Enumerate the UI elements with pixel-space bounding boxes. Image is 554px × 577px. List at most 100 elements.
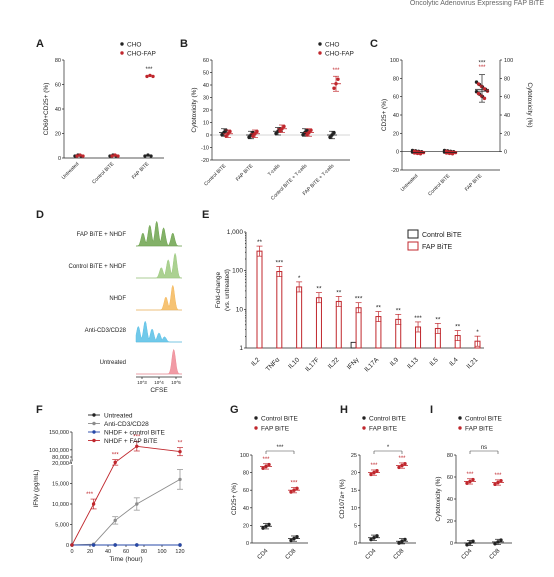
panel-b-point — [309, 128, 313, 132]
panel-e-bar-fap — [296, 286, 303, 349]
panel-c-point — [476, 91, 481, 96]
panel-label-h: H — [340, 404, 348, 416]
panel-e-xtick-label: IL17F — [304, 356, 321, 373]
panel-d-histogram-2 — [136, 252, 183, 279]
panel-e-ylabel-sub: (vs. untreated) — [224, 269, 231, 311]
panel-h-point — [375, 534, 379, 538]
panel-h-ytick-label: 5 — [354, 523, 357, 529]
panel-g-ytick-label: 60 — [243, 488, 249, 494]
panel-a-point — [143, 154, 147, 158]
panel-a-point — [146, 153, 150, 157]
panel-f-xlabel: Time (hour) — [109, 556, 142, 563]
panel-a-point — [151, 74, 155, 79]
panel-f-xtick-label: 80 — [141, 549, 147, 555]
panel-b-point — [220, 133, 224, 137]
panel-i-point — [493, 482, 497, 487]
panel-a-point — [81, 154, 85, 158]
panel-b-ytick-label: 40 — [203, 83, 209, 89]
panel-h-xtick-label: CD8 — [393, 548, 406, 561]
panel-a-ytick-label: 60 — [55, 83, 61, 89]
panel-d-histogram-3 — [136, 284, 182, 311]
panel-h-comparison-significance: * — [387, 445, 390, 451]
panel-i-point — [465, 543, 469, 547]
panel-g-point — [264, 524, 268, 528]
panel-h-point — [369, 537, 373, 542]
panel-i-point — [468, 541, 472, 545]
header-text: Oncolytic Adenovirus Expressing FAP BiTE — [409, 0, 544, 7]
panel-e-significance: *** — [414, 315, 422, 322]
panel-d-xtick-label: 10^4 — [154, 380, 164, 385]
panel-f-legend-label: Untreated — [104, 413, 133, 420]
panel-f-ytick-label: 0 — [66, 543, 69, 549]
panel-e-significance: ** — [435, 316, 441, 323]
panel-h-legend-label: Control BiTE — [369, 416, 407, 423]
panel-h-legend-label: FAP BiTE — [369, 426, 398, 433]
panel-g-xtick-label: CD4 — [257, 548, 270, 561]
panel-i-ylabel: Cytotoxicity (%) — [435, 476, 442, 521]
panel-f-xtick-label: 40 — [105, 549, 111, 555]
panel-h-point — [403, 537, 407, 542]
panel-g-ytick-label: 80 — [243, 471, 249, 477]
panel-i-legend-marker — [458, 416, 462, 420]
panel-c-xtick-label: FAP BiTE — [464, 173, 484, 193]
panel-e-legend-marker-control — [407, 229, 419, 239]
panel-b-point — [226, 132, 230, 136]
panel-c-ytick-label: 40 — [393, 113, 399, 119]
panel-b-ytick-label: -10 — [201, 146, 209, 152]
panel-b-point — [332, 86, 336, 90]
panel-c-y2tick-label: 40 — [504, 113, 510, 119]
panel-e-xtick-label: IL22 — [327, 356, 341, 370]
panel-f-point — [135, 444, 139, 448]
panel-i-point — [496, 540, 500, 544]
panel-a-xtick-label: Untreated — [61, 161, 81, 181]
panel-c-y2tick-label: 100 — [504, 58, 513, 64]
panel-h-ytick-label: 10 — [351, 506, 357, 512]
panel-b-ylabel: Cytotoxicity (%) — [191, 87, 198, 132]
panel-b-point — [332, 131, 336, 135]
panel-f-legend-label: NHDF + FAP BiTE — [104, 438, 158, 445]
panel-e-xtick-label: IL13 — [406, 356, 420, 370]
panel-b-point — [278, 129, 282, 133]
panel-c-ytick-label: -20 — [391, 168, 399, 174]
panel-c-ylabel: CD25+ (%) — [381, 99, 388, 131]
panel-h-xtick-label: CD4 — [365, 548, 378, 561]
panel-a-ylabel: CD69+CD25+ (%) — [43, 83, 50, 136]
panel-i-point — [496, 480, 500, 485]
panel-g-legend-marker — [254, 426, 258, 430]
panel-e-significance: ** — [396, 307, 402, 314]
panel-b-point — [253, 132, 257, 136]
panel-f-point — [113, 518, 117, 523]
panel-a-point — [149, 154, 153, 158]
panel-f-legend-marker — [92, 430, 96, 434]
panel-e-bar-fap — [355, 307, 362, 349]
panel-e-xtick-label: IL9 — [389, 356, 401, 368]
panel-c-point — [479, 84, 484, 89]
panel-a-legend-label: CHO-FAP — [127, 51, 156, 58]
panel-i-ytick-label: 60 — [447, 475, 453, 481]
panel-d-histogram-4 — [135, 320, 182, 343]
panel-e-xtick-label: IL17A — [363, 356, 380, 373]
panel-c-ytick-label: 20 — [393, 131, 399, 137]
panel-b-ytick-label: 10 — [203, 121, 209, 127]
panel-b-point — [330, 133, 334, 137]
panel-b-ytick-label: 20 — [203, 108, 209, 114]
panel-a-point — [145, 74, 149, 79]
panel-f-point — [135, 502, 139, 506]
panel-i-ytick-label: 80 — [447, 453, 453, 459]
panel-c-ytick-label: 60 — [393, 95, 399, 101]
panel-e-xtick-label: IL21 — [466, 356, 480, 370]
panel-b-point — [334, 82, 338, 86]
panel-c-point — [479, 94, 484, 98]
panel-g-point — [264, 464, 268, 469]
panel-e-ytick-label: 1 — [239, 345, 243, 352]
panel-h-point — [375, 469, 379, 473]
panel-i-point — [465, 481, 469, 485]
panel-a-ytick-label: 20 — [55, 132, 61, 138]
panel-label-g: G — [230, 404, 239, 416]
panel-g-ytick-label: 100 — [240, 453, 249, 459]
panel-c-y2tick-label: 80 — [504, 76, 510, 82]
panel-h-ytick-label: 0 — [354, 541, 357, 547]
panel-f-legend-label: Anti-CD3/CD28 — [104, 421, 149, 428]
panel-label-a: A — [36, 38, 44, 50]
panel-i-xtick-label: CD8 — [489, 548, 502, 561]
